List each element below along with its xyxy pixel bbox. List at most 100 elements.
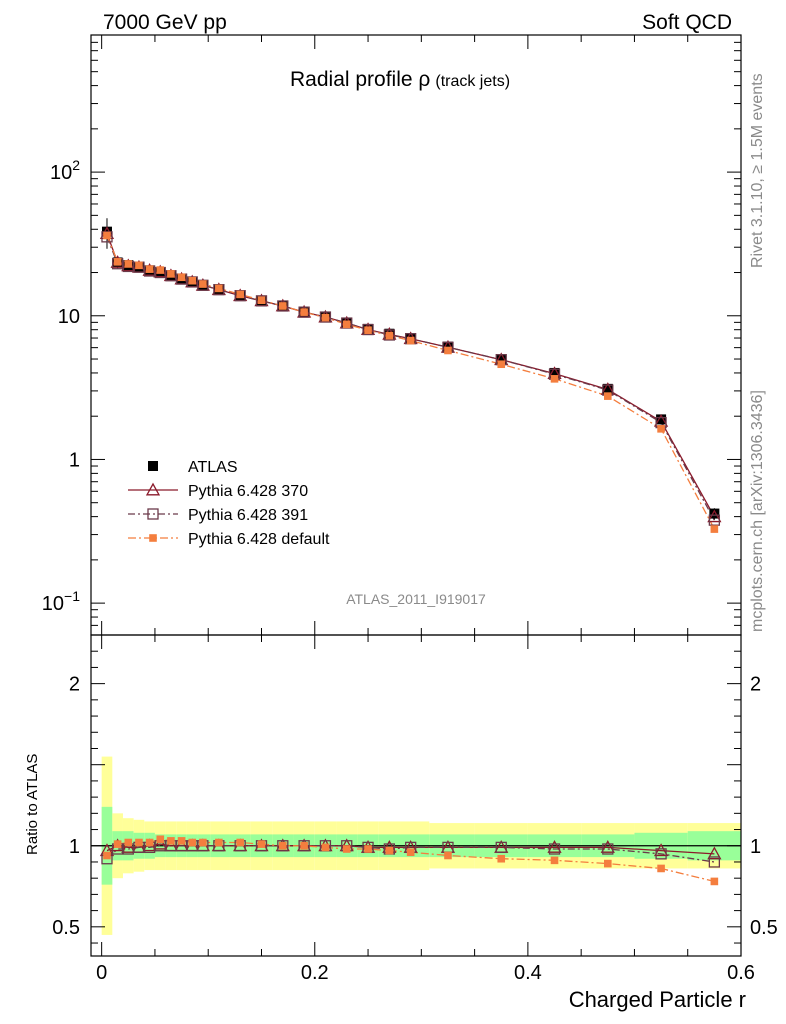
main-line-pythia-6-428-default <box>106 235 715 530</box>
marker-pythia-391 <box>319 311 332 323</box>
marker-pythia-default <box>385 846 394 855</box>
marker-atlas <box>602 383 613 394</box>
marker-pythia-default <box>710 877 719 886</box>
marker-pythia-391 <box>255 295 268 307</box>
marker-pythia-default <box>550 856 559 865</box>
ratio-line-pythia-6-428-391 <box>106 845 715 863</box>
marker-pythia-default <box>145 265 154 273</box>
legend-label: Pythia 6.428 391 <box>188 507 308 524</box>
marker-pythia-default <box>444 851 452 860</box>
ratio-y-tick-label-right: 1 <box>750 836 761 858</box>
marker-pythia-default <box>385 331 394 340</box>
marker-atlas <box>442 341 453 352</box>
marker-atlas <box>148 461 158 471</box>
marker-pythia-default <box>300 308 308 316</box>
marker-pythia-default <box>257 840 266 848</box>
marker-pythia-default <box>604 859 612 868</box>
main-y-tick-labels: 10−1 1 10 102 <box>42 157 80 615</box>
marker-pythia-391 <box>708 856 721 868</box>
main-axis-ticks <box>91 34 742 636</box>
x-tick-label: 0.2 <box>301 962 329 984</box>
marker-pythia-391 <box>708 514 721 526</box>
ratio-y-tick-label-right: 0.5 <box>750 917 778 939</box>
chart-title-sub: (track jets) <box>435 73 510 90</box>
marker-pythia-default <box>550 375 559 383</box>
marker-pythia-391 <box>277 840 289 852</box>
marker-pythia-default <box>113 840 122 848</box>
marker-pythia-default <box>188 838 197 847</box>
ratio-y-axis-label: Ratio to ATLAS <box>24 754 41 855</box>
x-tick-label: 0 <box>96 962 107 984</box>
marker-pythia-default <box>188 276 197 285</box>
marker-pythia-default <box>236 838 244 847</box>
marker-atlas <box>496 354 507 365</box>
marker-pythia-default <box>199 280 207 288</box>
marker-atlas <box>549 367 560 378</box>
main-line-pythia-6-428-391 <box>106 236 715 521</box>
side-rivet-label: Rivet 3.1.10, ≥ 1.5M events <box>749 73 766 268</box>
marker-pythia-default <box>199 838 207 847</box>
ratio-y-tick-label-right: 2 <box>750 674 761 696</box>
marker-pythia-default <box>145 838 154 847</box>
marker-pythia-default <box>215 284 223 293</box>
marker-pythia-default <box>177 837 186 845</box>
marker-pythia-370 <box>145 482 161 496</box>
ratio-y-tick-labels: 0.5 0.5 1 1 2 2 <box>52 674 778 939</box>
marker-pythia-default <box>215 838 223 847</box>
legend-label: ATLAS <box>188 459 238 476</box>
marker-pythia-391 <box>147 508 159 520</box>
marker-pythia-default <box>364 845 372 853</box>
marker-pythia-default <box>710 525 719 533</box>
marker-pythia-391 <box>602 843 614 855</box>
marker-pythia-default <box>149 534 157 542</box>
marker-pythia-370 <box>121 840 136 853</box>
chart-title-main: Radial profile ρ <box>290 68 430 91</box>
legend: ATLAS Pythia 6.428 370 Pythia 6.428 391 Pyt… <box>128 459 330 548</box>
marker-pythia-default <box>497 360 506 369</box>
marker-pythia-default <box>167 270 175 278</box>
marker-pythia-default <box>342 320 351 329</box>
x-axis-label: Charged Particle r <box>569 987 746 1012</box>
marker-pythia-default <box>257 296 266 305</box>
marker-pythia-default <box>300 841 308 850</box>
marker-pythia-391 <box>362 323 374 336</box>
y-tick-label: 10 <box>58 306 80 328</box>
x-tick-labels: 0 0.2 0.4 0.6 <box>96 962 755 984</box>
header-right: Soft QCD <box>642 11 732 34</box>
marker-pythia-default <box>406 336 415 345</box>
x-tick-label: 0.4 <box>514 962 542 984</box>
marker-pythia-370 <box>153 836 168 850</box>
x-tick-label: 0.6 <box>727 962 755 984</box>
ratio-series-markers <box>99 835 722 886</box>
marker-pythia-391 <box>383 329 396 341</box>
ratio-y-tick-label-left: 1 <box>69 836 80 858</box>
ratio-y-tick-label-left: 2 <box>69 674 80 696</box>
marker-atlas <box>656 414 667 425</box>
marker-pythia-default <box>497 854 506 863</box>
ratio-frame <box>90 634 742 957</box>
marker-pythia-391 <box>548 843 561 855</box>
ratio-panel: 0.5 0.5 1 1 2 2 0 0.2 0.4 0.6 Ratio to ATLAS Cha… <box>24 634 778 1012</box>
marker-pythia-default <box>103 851 111 860</box>
marker-pythia-default <box>342 845 351 853</box>
marker-pythia-default <box>103 231 111 240</box>
marker-pythia-default <box>279 302 287 310</box>
y-tick-label: 1 <box>69 449 80 471</box>
marker-pythia-391 <box>298 306 310 318</box>
legend-label: Pythia 6.428 370 <box>188 483 308 500</box>
marker-pythia-default <box>135 261 143 270</box>
marker-pythia-default <box>177 273 186 282</box>
marker-pythia-391 <box>655 848 667 860</box>
marker-pythia-370 <box>707 846 722 860</box>
marker-pythia-default <box>364 326 372 334</box>
marker-pythia-default <box>604 392 612 400</box>
marker-pythia-default <box>236 290 244 299</box>
marker-pythia-391 <box>495 841 507 854</box>
marker-pythia-370 <box>600 840 615 853</box>
ratio-axis-ticks <box>91 635 742 956</box>
side-mcplots-label: mcplots.cern.ch [arXiv:1306.3436] <box>749 390 766 632</box>
ratio-y-tick-label-left: 0.5 <box>52 917 80 939</box>
marker-pythia-default <box>124 260 133 268</box>
